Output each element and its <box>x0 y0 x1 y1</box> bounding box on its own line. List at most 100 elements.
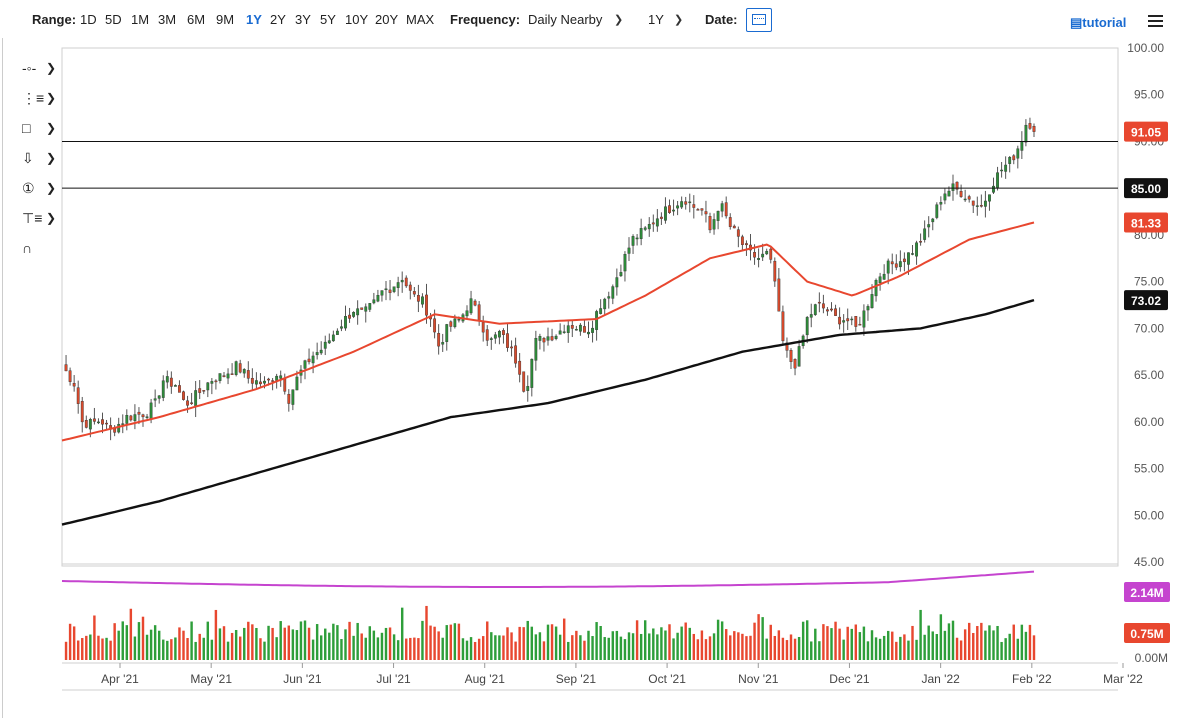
volume-bar <box>842 639 845 660</box>
range-3y[interactable]: 3Y <box>295 12 311 27</box>
crosshair-tool[interactable]: -◦- ❯ <box>18 60 56 82</box>
volume-bar <box>486 621 489 660</box>
volume-bar <box>951 620 955 660</box>
volume-bar <box>214 609 218 660</box>
candle <box>510 346 513 349</box>
draw-list-tool[interactable]: ⋮≡ ❯ <box>18 90 56 112</box>
candle <box>1016 148 1020 159</box>
range-3m[interactable]: 3M <box>158 12 177 27</box>
volume-bar <box>919 609 922 660</box>
candle <box>295 376 299 391</box>
volume-bar <box>453 623 457 660</box>
candle <box>218 373 222 381</box>
candle <box>992 185 995 193</box>
range-10y[interactable]: 10Y <box>345 12 369 27</box>
volume-bar <box>230 632 234 660</box>
chevron-right-icon: ❯ <box>46 61 57 75</box>
volume-bar <box>344 629 347 660</box>
volume-bar <box>575 630 578 660</box>
volume-bar <box>996 625 999 660</box>
candle <box>979 205 983 207</box>
candle <box>684 201 688 205</box>
axes: 100.0095.0090.0085.0080.0075.0070.0065.0… <box>101 41 1168 686</box>
tutorial-link[interactable]: ▤tutorial <box>1070 15 1127 30</box>
volume-bar <box>826 626 829 660</box>
chevron-down-icon[interactable]: ❯ <box>674 14 684 26</box>
volume-bar <box>562 618 566 660</box>
frequency-label: Frequency: <box>450 12 521 27</box>
volume-bar <box>1024 631 1028 660</box>
candle <box>635 237 639 240</box>
candle <box>967 196 971 200</box>
annotation-tool[interactable]: ① ❯ <box>18 180 56 202</box>
candle <box>234 361 238 375</box>
candle <box>728 217 732 227</box>
volume-bar <box>850 628 853 660</box>
range-max[interactable]: MAX <box>406 12 435 27</box>
candle <box>307 358 311 363</box>
candle <box>623 254 627 272</box>
candle <box>550 336 554 341</box>
moving-average-200-line <box>61 298 1035 526</box>
candle <box>340 326 343 329</box>
volume-bar <box>368 626 372 660</box>
rectangle-tool[interactable]: □ ❯ <box>18 120 56 142</box>
volume-bar <box>643 620 647 660</box>
candle <box>481 322 485 333</box>
candle <box>319 349 323 354</box>
volume-bar <box>749 635 752 660</box>
candle <box>959 191 963 197</box>
range-1y[interactable]: 1Y <box>246 12 262 27</box>
range-2y[interactable]: 2Y <box>270 12 286 27</box>
fib-tool[interactable]: ⊤≡ ❯ <box>18 210 56 232</box>
range-1d[interactable]: 1D <box>80 12 97 27</box>
candle <box>400 279 404 283</box>
crosshair-icon: -◦- <box>22 60 37 76</box>
calendar-icon[interactable] <box>746 8 772 32</box>
volume-bar <box>923 634 926 660</box>
candle <box>643 227 647 230</box>
hamburger-menu-icon[interactable] <box>1148 15 1163 27</box>
range-1m[interactable]: 1M <box>131 12 150 27</box>
arrow-tool[interactable]: ⇩ ❯ <box>18 150 56 172</box>
volume-bar <box>465 640 469 660</box>
volume-bar <box>988 625 991 660</box>
candle <box>473 300 477 306</box>
volume-bar <box>676 632 679 660</box>
volume-bar <box>927 625 930 660</box>
volume-bar <box>635 620 639 660</box>
candle <box>595 311 599 330</box>
chevron-down-icon[interactable]: ❯ <box>614 14 624 26</box>
volume-bar <box>882 635 886 660</box>
range-5d[interactable]: 5D <box>105 12 122 27</box>
volume-bar <box>595 622 598 660</box>
candle <box>858 323 862 326</box>
volume-bar <box>441 637 444 660</box>
volume-bar <box>733 631 736 660</box>
candle <box>534 338 538 361</box>
range-6m[interactable]: 6M <box>187 12 206 27</box>
volume-bar <box>737 632 740 660</box>
magnet-tool[interactable]: ∩ <box>18 240 56 262</box>
candle <box>453 318 457 328</box>
range-5y[interactable]: 5Y <box>320 12 336 27</box>
chevron-right-icon: ❯ <box>46 91 57 105</box>
candle <box>246 370 250 379</box>
volume-bar <box>182 630 185 660</box>
period-select[interactable]: 1Y <box>648 12 664 27</box>
candle <box>445 324 449 342</box>
range-20y[interactable]: 20Y <box>375 12 399 27</box>
candle <box>947 190 951 197</box>
candle <box>1008 157 1012 164</box>
frequency-select[interactable]: Daily Nearby <box>528 12 603 27</box>
volume-bar <box>429 625 432 660</box>
time-tick-label: Sep '21 <box>556 672 597 686</box>
range-9m[interactable]: 9M <box>216 12 235 27</box>
candle <box>465 310 469 317</box>
candle <box>983 200 987 207</box>
volume-bar <box>356 622 359 660</box>
volume-average-line <box>61 570 1035 588</box>
candle <box>911 253 914 255</box>
volume-bar <box>311 639 315 660</box>
